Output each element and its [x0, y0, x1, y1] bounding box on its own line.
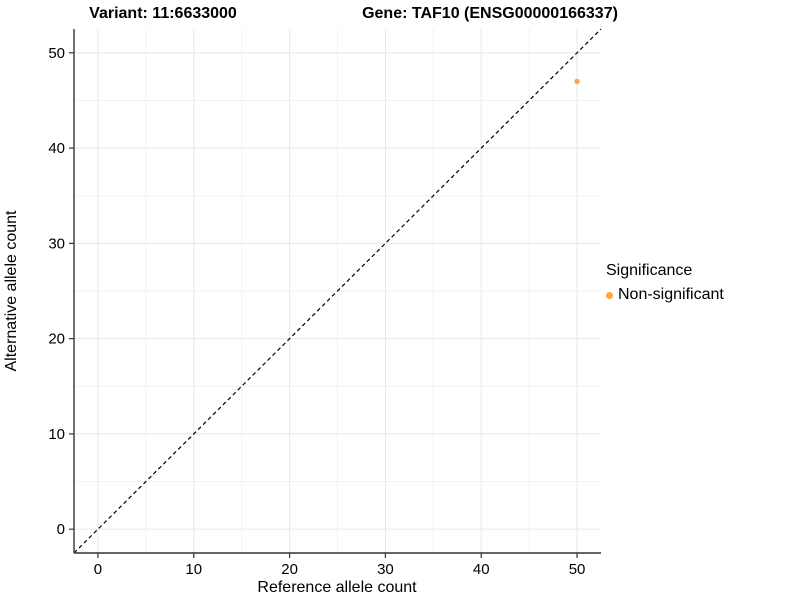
plot-title-gene: Gene: TAF10 (ENSG00000166337) [362, 5, 618, 22]
y-axis-title: Alternative allele count [3, 210, 20, 372]
x-axis-title: Reference allele count [257, 579, 417, 596]
legend: Significance Non-significant [606, 262, 724, 304]
y-tick-label: 10 [48, 426, 65, 443]
x-tick-label: 10 [185, 561, 202, 578]
legend-marker-icon [606, 291, 613, 299]
identity-reference-line [73, 28, 602, 554]
y-tick-label: 40 [48, 140, 65, 157]
plot-title-variant: Variant: 11:6633000 [89, 5, 237, 22]
legend-title: Significance [606, 262, 693, 279]
legend-item-label: Non-significant [618, 286, 724, 303]
y-tick-label: 50 [48, 45, 65, 62]
y-tick-label: 20 [48, 331, 65, 348]
x-tick-label: 40 [473, 561, 490, 578]
legend-items: Non-significant [606, 286, 724, 304]
y-tick-label: 0 [57, 521, 65, 538]
data-point [574, 78, 580, 85]
y-tick-label: 30 [48, 235, 65, 252]
x-tick-label: 0 [94, 561, 102, 578]
legend-item: Non-significant [606, 286, 724, 304]
x-tick-label: 50 [569, 561, 586, 578]
x-tick-label: 30 [377, 561, 394, 578]
x-tick-label: 20 [281, 561, 298, 578]
